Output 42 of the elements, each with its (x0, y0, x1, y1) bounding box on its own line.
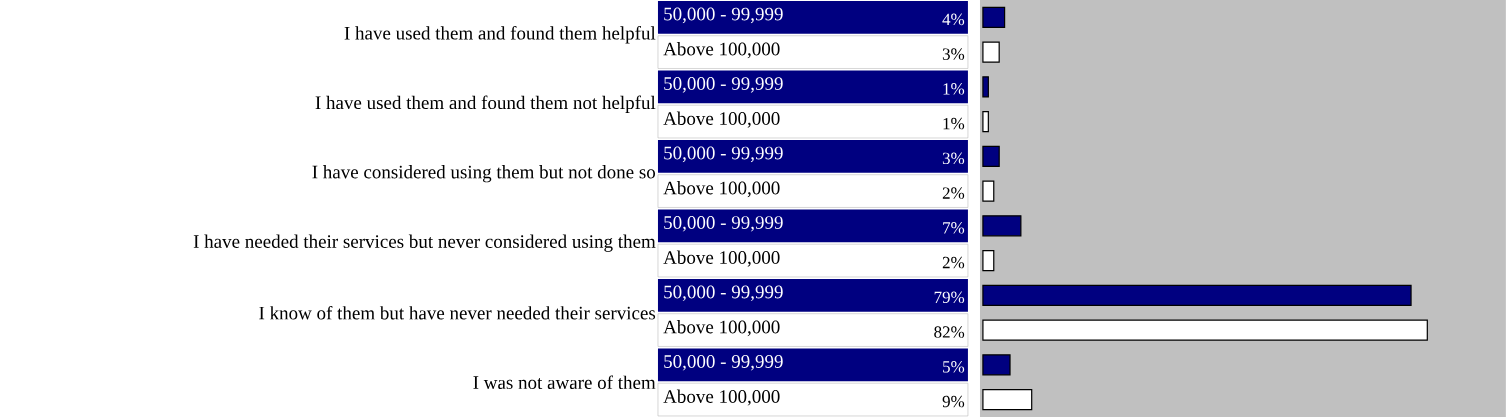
data-label: 3% (942, 152, 965, 165)
bar (982, 41, 1000, 63)
y-tick-label: I was not aware of them (473, 375, 656, 390)
data-label: 5% (943, 361, 965, 373)
bar (982, 145, 1000, 167)
text: 50,000 - 99,999 (664, 216, 783, 232)
y-tick-label: I have needed their services but never considered using them (193, 234, 656, 252)
data-label: 9% (942, 395, 965, 408)
bar (982, 319, 1428, 341)
bar (982, 250, 995, 272)
data-label: 79% (934, 291, 965, 304)
text: Above 100,000 (663, 42, 780, 59)
text: 50,000 - 99,999 (664, 146, 783, 163)
data-label: 3% (942, 48, 965, 60)
bar (982, 284, 1412, 306)
text: 50,000 - 99,999 (664, 355, 783, 371)
data-label: 7% (943, 222, 965, 234)
y-tick-label: I have used them and found them not helpful (315, 95, 656, 113)
bar (982, 76, 989, 98)
bar (982, 215, 1022, 237)
data-label: 1% (943, 83, 965, 95)
text: Above 100,000 (663, 181, 780, 198)
text: Above 100,000 (663, 111, 780, 128)
text: 50,000 - 99,999 (664, 7, 783, 24)
text: 50,000 - 99,999 (664, 285, 783, 302)
bar (982, 389, 1033, 411)
text: Above 100,000 (663, 389, 780, 406)
text: 50,000 - 99,999 (664, 77, 783, 93)
data-label: 2% (942, 187, 965, 199)
bar (982, 6, 1006, 28)
data-label: 82% (934, 326, 965, 338)
text: Above 100,000 (663, 250, 780, 267)
y-tick-label: I have used them and found them helpful (344, 26, 656, 44)
data-label: 4% (942, 13, 965, 26)
bar (982, 354, 1011, 376)
bar (982, 180, 995, 202)
y-tick-label: I know of them but have never needed their services (259, 305, 656, 320)
text: Above 100,000 (663, 320, 780, 337)
y-tick-label: I have considered using them but not done so (312, 165, 656, 183)
data-label: 1% (943, 117, 965, 130)
bar (982, 111, 989, 133)
data-label: 2% (942, 256, 965, 269)
